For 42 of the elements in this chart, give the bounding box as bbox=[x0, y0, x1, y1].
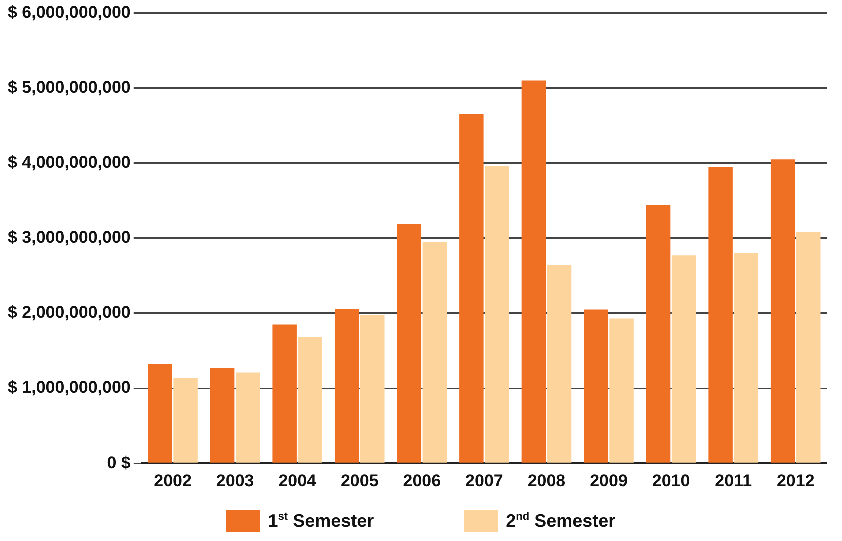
x-tick-label: 2002 bbox=[154, 471, 192, 490]
bar bbox=[236, 372, 260, 463]
x-tick-label: 2005 bbox=[340, 471, 379, 490]
y-tick-label: $ 2,000,000,000 bbox=[8, 303, 131, 322]
bar bbox=[672, 256, 696, 463]
x-tick-label: 2012 bbox=[776, 471, 815, 490]
y-tick-label: $ 6,000,000,000 bbox=[8, 2, 131, 22]
y-tick-label: $ 5,000,000,000 bbox=[8, 78, 131, 97]
bar bbox=[174, 378, 198, 463]
x-tick-label: 2011 bbox=[715, 471, 752, 490]
bar bbox=[460, 114, 484, 463]
bar bbox=[796, 232, 821, 463]
legend-label: 2$^{nd}$ Semester bbox=[506, 510, 616, 532]
bar bbox=[708, 167, 733, 463]
y-tick-label: $ 3,000,000,000 bbox=[8, 228, 131, 248]
x-tick-label: 2010 bbox=[652, 471, 690, 490]
bar bbox=[272, 324, 297, 463]
y-tick-label: $ 1,000,000,000 bbox=[8, 378, 131, 398]
bar bbox=[522, 80, 546, 463]
bar bbox=[610, 318, 634, 463]
bar bbox=[485, 166, 510, 463]
bar bbox=[734, 253, 758, 463]
bar bbox=[646, 205, 671, 463]
bar bbox=[547, 265, 572, 463]
x-tick-label: 2006 bbox=[403, 471, 442, 490]
y-tick-label: $ 4,000,000,000 bbox=[8, 153, 131, 172]
bar bbox=[360, 314, 385, 463]
bar bbox=[584, 310, 608, 463]
bar bbox=[397, 224, 422, 463]
bar bbox=[298, 337, 322, 463]
x-tick-label: 2003 bbox=[216, 471, 254, 490]
y-tick-label: 0 $ bbox=[107, 453, 132, 472]
bar bbox=[334, 308, 360, 463]
x-tick-label: 2007 bbox=[466, 471, 504, 490]
bar bbox=[210, 368, 235, 463]
x-tick-label: 2008 bbox=[528, 471, 566, 490]
bar bbox=[148, 364, 172, 463]
x-tick-label: 2004 bbox=[278, 471, 318, 490]
bar bbox=[770, 160, 796, 463]
bar bbox=[422, 242, 448, 463]
legend-label: 1$^{st}$ Semester bbox=[268, 510, 374, 532]
x-tick-label: 2009 bbox=[590, 471, 628, 490]
